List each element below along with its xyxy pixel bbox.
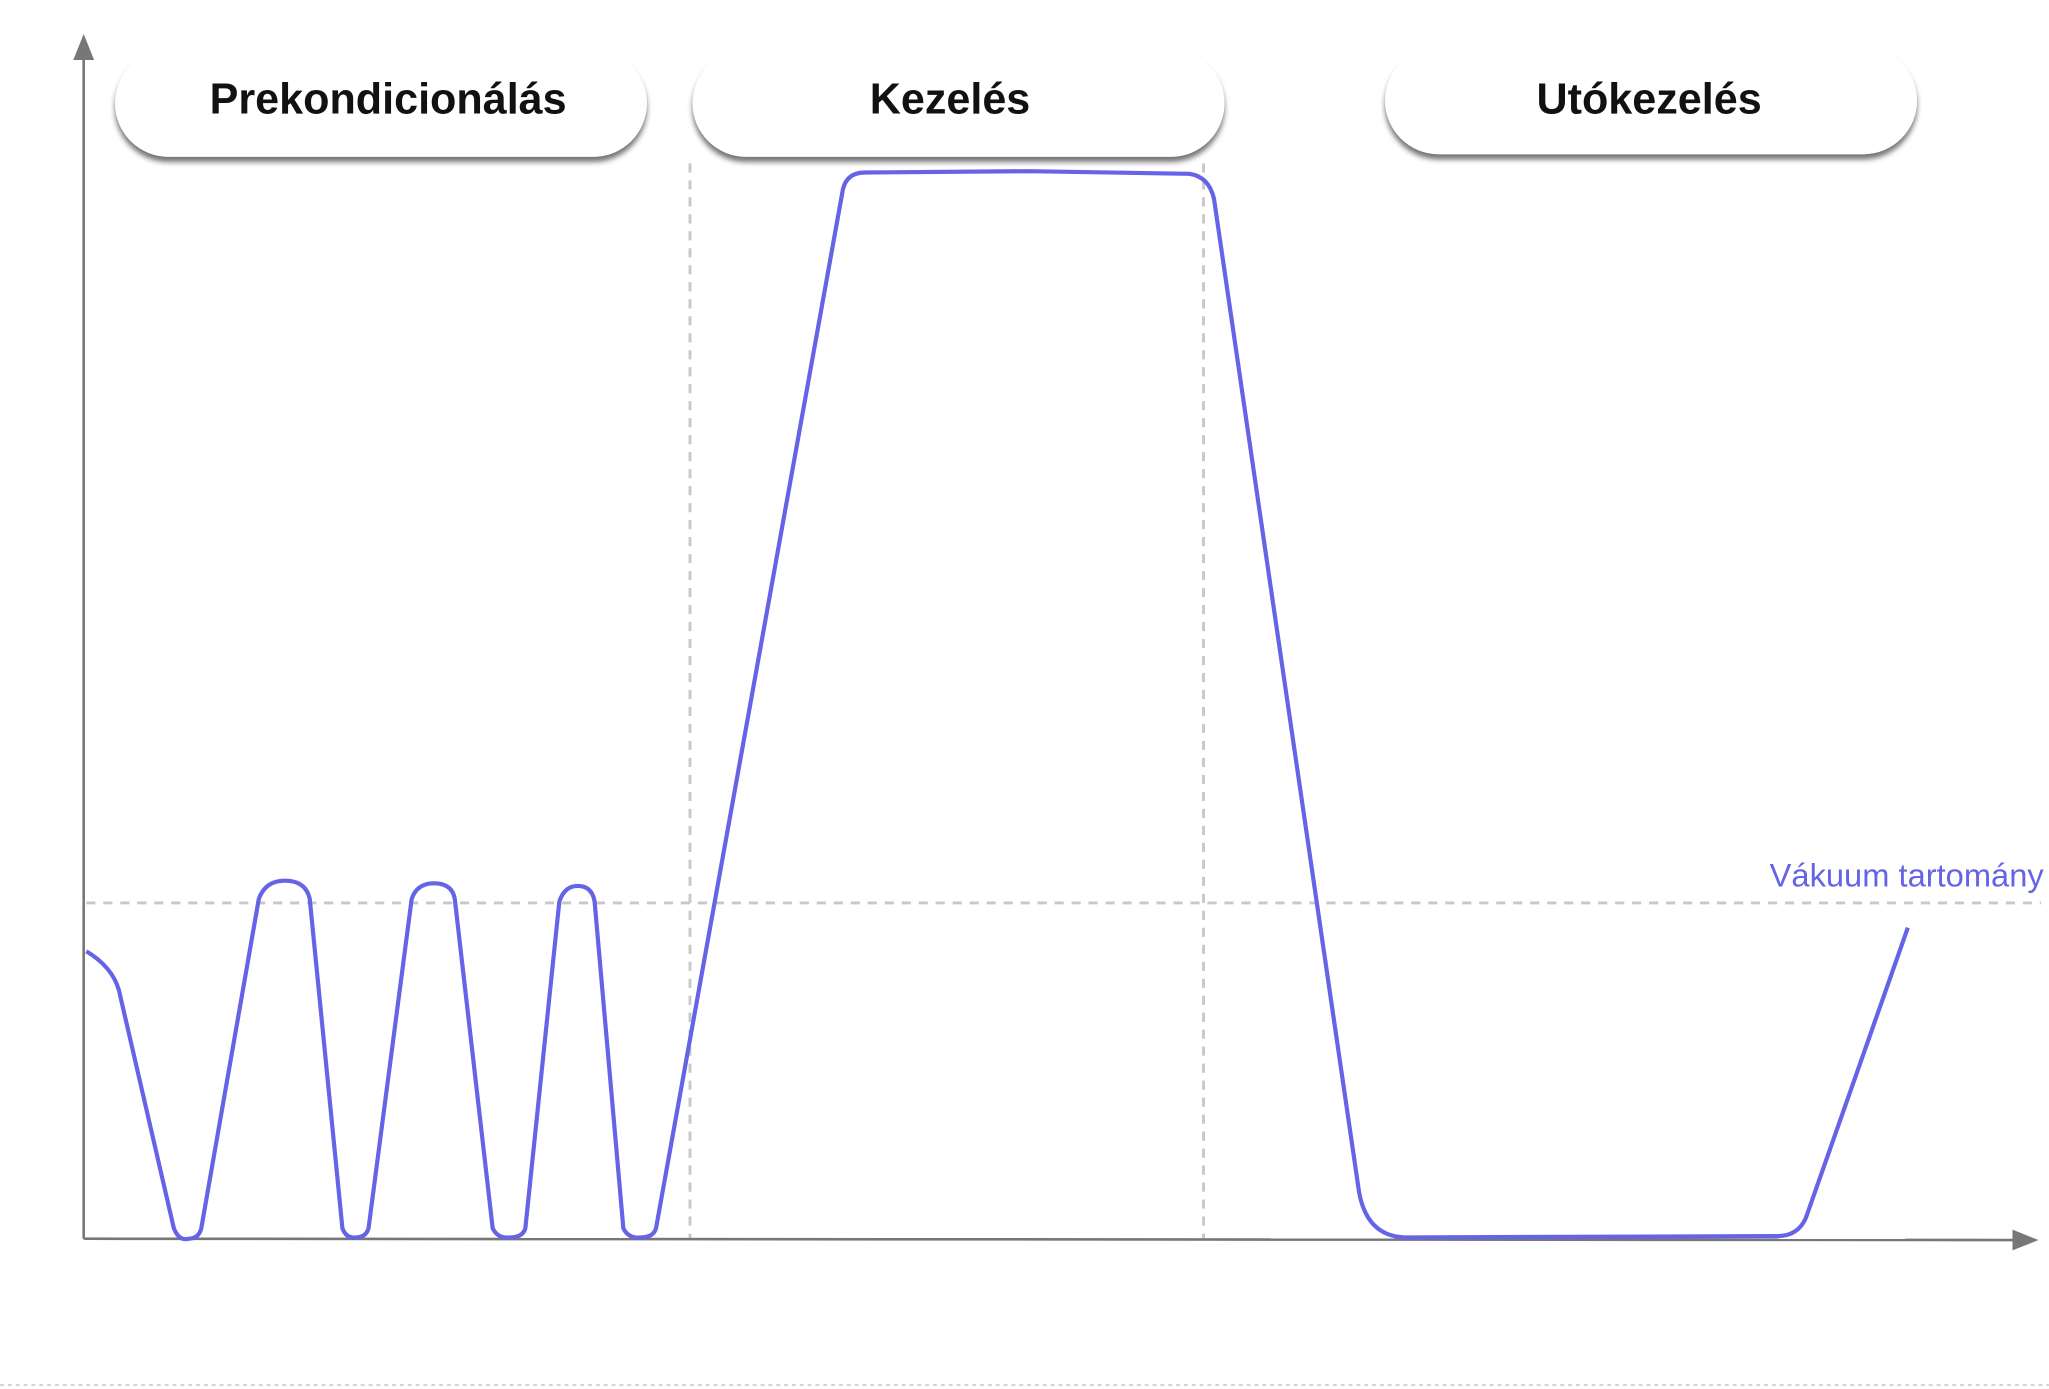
phase-pill: Prekondicionálás: [115, 49, 647, 157]
guides: [86, 163, 2042, 1239]
vacuum-label: Vákuum tartomány: [1770, 857, 2045, 894]
phase-pill: Kezelés: [692, 49, 1225, 157]
phase-label: Prekondicionálás: [210, 75, 567, 123]
phase-label: Utókezelés: [1536, 75, 1761, 123]
pressure-curve: [85, 169, 1910, 1242]
phase-pill: Utókezelés: [1385, 47, 1917, 155]
phase-label: Kezelés: [870, 75, 1031, 123]
x-axis: [83, 1229, 2039, 1251]
